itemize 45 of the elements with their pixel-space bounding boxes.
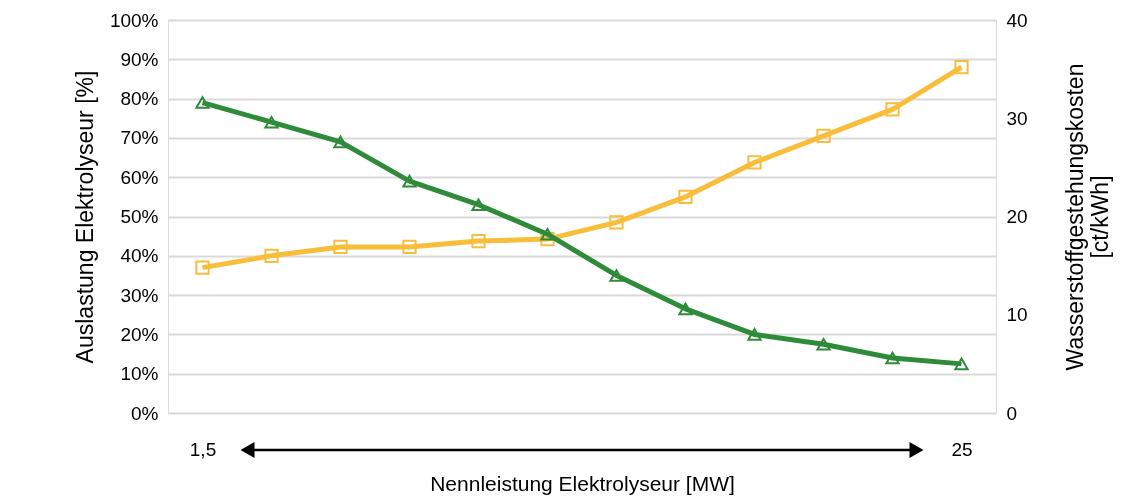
y2-axis-title: Wasserstoffgestehungskosten [ct/kWh]: [1061, 63, 1113, 371]
point: [954, 357, 969, 371]
y-tick-label: 20%: [120, 323, 159, 345]
x-tick-label: 25: [951, 438, 973, 460]
y2-tick-label: 30: [1006, 107, 1028, 129]
point: [402, 239, 417, 255]
y2-tick-label: 0: [1006, 402, 1018, 424]
point: [402, 174, 417, 188]
point: [609, 269, 624, 282]
y2-tick-label: 40: [1006, 9, 1028, 31]
point: [816, 337, 831, 351]
x-axis-title: Nennleistung Elektrolyseur [MW]: [430, 471, 735, 495]
point: [609, 215, 624, 230]
point: [333, 239, 348, 255]
point: [885, 102, 900, 117]
y-tick-label: 0%: [131, 402, 159, 424]
y-tick-label: 10%: [120, 363, 159, 385]
point: [195, 96, 210, 109]
point: [954, 60, 969, 75]
y-tick-label: 50%: [120, 206, 159, 227]
point: [264, 115, 279, 129]
y2-tick-label: 20: [1006, 206, 1028, 227]
point: [471, 233, 486, 249]
point: [885, 351, 900, 365]
point: [333, 135, 348, 149]
y2-tick-label: 10: [1006, 304, 1028, 326]
y-axis-title: Auslastung Elektrolyseur [%]: [71, 70, 98, 364]
y-tick-label: 30%: [120, 284, 159, 306]
y-tick-label: 80%: [120, 88, 159, 110]
y-tick-label: 70%: [120, 127, 159, 149]
point: [264, 248, 279, 263]
point: [816, 128, 831, 144]
point: [540, 231, 555, 247]
y-tick-label: 90%: [120, 48, 159, 70]
x-tick-label: 1,5: [189, 438, 217, 460]
y-tick-label: 60%: [120, 166, 159, 188]
y-tick-label: 40%: [120, 245, 159, 267]
point: [195, 260, 210, 275]
point: [747, 155, 762, 170]
point: [678, 302, 693, 316]
point: [678, 189, 693, 204]
point: [747, 328, 762, 341]
y-tick-label: 100%: [109, 9, 159, 31]
point: [540, 227, 555, 241]
point: [471, 198, 486, 212]
